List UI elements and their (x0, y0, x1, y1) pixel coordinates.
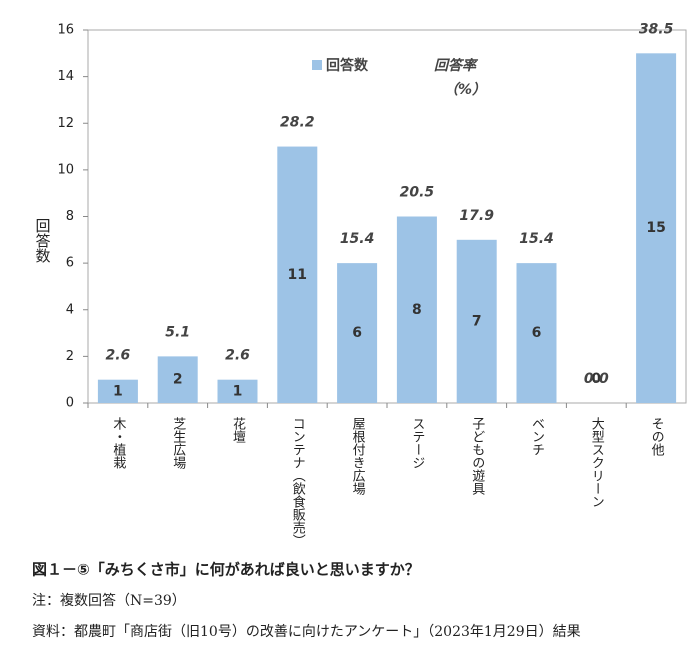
y-tick-label: 2 (66, 349, 74, 364)
bar (217, 379, 258, 403)
legend-swatch (312, 60, 322, 70)
x-tick-label: 屋根付き広場 (350, 417, 366, 495)
note: 注：複数回答（N=39） (32, 592, 186, 609)
count-label: 1 (233, 383, 243, 399)
caption: 図１－⑤「みちくさ市」に何があれば良いと思いますか？ (32, 561, 420, 579)
rate-label: 2.6 (105, 348, 130, 364)
y-tick-label: 10 (57, 162, 74, 177)
count-label: 0 (591, 371, 601, 387)
count-label: 2 (173, 372, 183, 388)
x-tick-label: 子どもの遊具 (469, 417, 485, 495)
legend-label: 回答率 (434, 57, 479, 74)
count-label: 7 (472, 313, 482, 329)
rate-label: 0.0 (584, 371, 609, 387)
plot-frame (87, 29, 687, 404)
legend-label: 回答数 (326, 57, 369, 74)
count-label: 6 (352, 325, 362, 341)
x-tick-label: 花壇 (230, 416, 246, 443)
x-tick-label: ステージ (409, 417, 424, 469)
y-tick-label: 0 (66, 396, 74, 411)
rate-label: 38.5 (639, 21, 674, 37)
y-tick-label: 14 (57, 69, 74, 84)
rate-label: 20.5 (400, 185, 435, 201)
bar (337, 263, 378, 403)
y-tick-label: 12 (57, 116, 74, 131)
x-tick-label: 大型スクリーン (589, 417, 605, 508)
bar (516, 263, 557, 403)
count-label: 15 (646, 220, 665, 236)
y-tick-label: 16 (57, 23, 74, 38)
bar (456, 239, 497, 403)
count-label: 1 (113, 383, 123, 399)
count-label: 6 (532, 325, 542, 341)
bar (97, 379, 138, 403)
x-tick-label: 芝生広場 (170, 416, 186, 469)
rate-label: 28.2 (280, 115, 315, 131)
x-tick-label: ベンチ (529, 417, 545, 456)
y-axis-label: 回答数 (34, 218, 52, 263)
source: 資料：都農町「商店街（旧10号）の改善に向けたアンケート」（2023年1月29日… (32, 624, 581, 640)
rate-label: 17.9 (459, 208, 494, 224)
count-label: 11 (288, 267, 307, 283)
y-tick-label: 4 (66, 302, 74, 317)
y-tick-label: 6 (66, 256, 74, 271)
bar (157, 356, 198, 403)
x-tick-label: コンテナ（飲食販売） (290, 417, 306, 547)
rate-label: 15.4 (340, 231, 375, 247)
bar (396, 216, 437, 403)
bar (636, 53, 677, 403)
rate-label: 15.4 (519, 231, 554, 247)
legend-unit: （%） (444, 81, 486, 98)
rate-label: 5.1 (165, 324, 190, 340)
y-tick-label: 8 (66, 209, 74, 224)
x-tick-label: 木・植栽 (110, 417, 126, 469)
rate-label: 2.6 (225, 348, 250, 364)
x-tick-label: その他 (649, 417, 665, 457)
count-label: 8 (412, 302, 422, 318)
bar (277, 146, 318, 403)
